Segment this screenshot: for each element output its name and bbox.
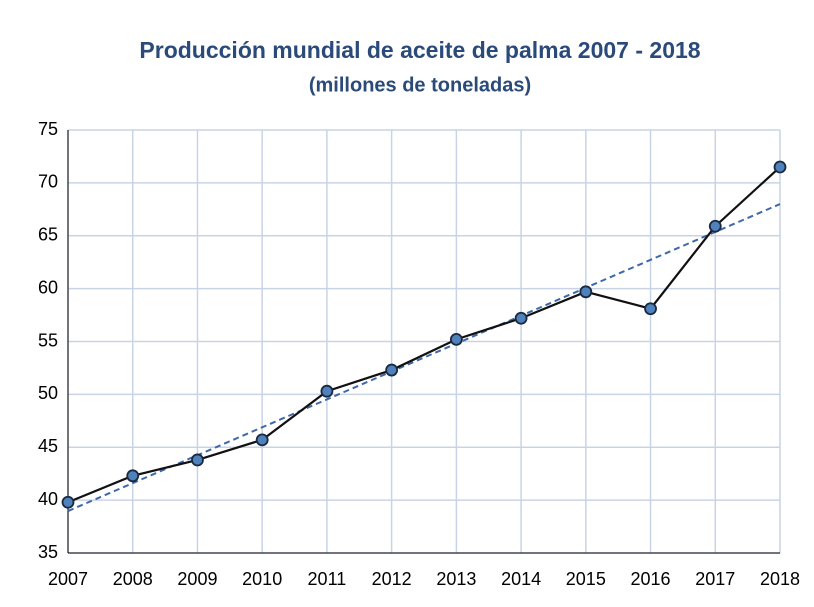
data-point [61,495,75,509]
data-point [126,469,140,483]
chart-subtitle: (millones de toneladas) [309,74,531,96]
x-tick-label: 2010 [242,569,282,589]
y-tick-label: 55 [38,330,58,350]
data-point [320,384,334,398]
data-point [255,433,269,447]
data-point [514,311,528,325]
x-tick-label: 2008 [113,569,153,589]
data-point [708,219,722,233]
x-tick-label: 2007 [48,569,88,589]
x-tick-label: 2014 [501,569,541,589]
x-tick-label: 2012 [372,569,412,589]
x-tick-label: 2015 [566,569,606,589]
data-line [67,166,781,504]
y-tick-label: 35 [38,542,58,562]
y-tick-label: 45 [38,436,58,456]
data-point [644,302,657,316]
data-point [191,453,204,467]
y-tick-label: 60 [38,277,58,297]
y-tick-label: 40 [38,489,58,509]
data-point [579,285,593,299]
y-tick-label: 65 [38,225,58,245]
x-tick-label: 2011 [308,569,347,589]
x-tick-label: 2017 [695,569,735,589]
y-tick-label: 70 [38,172,58,192]
y-tick-label: 50 [38,383,58,403]
x-tick-label: 2018 [760,569,800,589]
x-tick-label: 2013 [436,569,476,589]
data-point [449,332,463,346]
data-point [385,363,399,377]
x-tick-label: 2016 [631,569,671,589]
y-tick-label: 75 [38,119,58,139]
chart-title: Producción mundial de aceite de palma 20… [139,37,700,63]
x-tick-label: 2009 [177,569,217,589]
data-point [773,160,787,174]
